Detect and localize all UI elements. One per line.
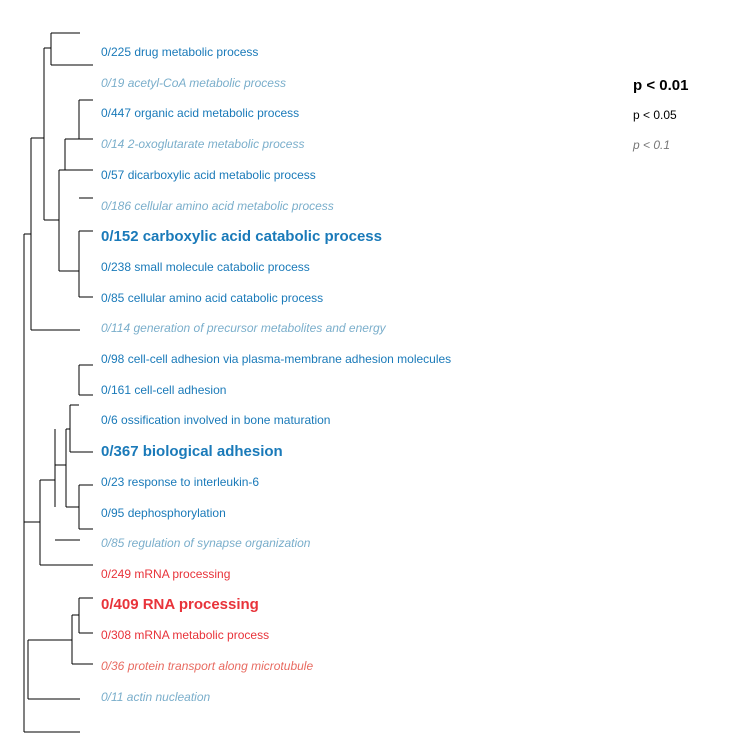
go-term-label: 0/14 2-oxoglutarate metabolic process (101, 137, 305, 152)
dendrogram-branch (64, 138, 93, 171)
dendrogram-branch (78, 99, 93, 140)
dendrogram-branch (27, 639, 80, 700)
go-term-label: 0/114 generation of precursor metabolite… (101, 321, 386, 336)
dendrogram-branch (78, 597, 93, 634)
legend-p001: p < 0.01 (633, 77, 689, 94)
go-term-label: 0/23 response to interleukin-6 (101, 474, 260, 489)
dendrogram-branch (65, 428, 79, 508)
dendrogram-branch (50, 32, 93, 66)
go-term-label: 0/225 drug metabolic process (101, 45, 259, 59)
go-term-label: 0/161 cell-cell adhesion (101, 382, 227, 397)
dendrogram-branch (58, 169, 79, 272)
dendrogram-branch (78, 230, 93, 298)
go-term-label: 0/308 mRNA metabolic process (101, 628, 270, 643)
dendrogram-root (23, 233, 80, 733)
go-term-label: 0/95 dephosphorylation (101, 505, 226, 520)
go-term-label: 0/36 protein transport along microtubule (101, 659, 314, 673)
go-term-label: 0/19 acetyl-CoA metabolic process (101, 75, 286, 90)
go-term-label: 0/409 RNA processing (101, 596, 259, 614)
dendrogram-branch (69, 404, 93, 453)
go-term-label: 0/249 mRNA processing (101, 566, 231, 581)
go-term-label: 0/238 small molecule catabolic process (101, 259, 310, 274)
go-term-label: 0/85 regulation of synapse organization (101, 536, 311, 551)
go-term-label: 0/98 cell-cell adhesion via plasma-membr… (101, 352, 452, 366)
go-term-label: 0/11 actin nucleation (101, 689, 211, 704)
go-term-label: 0/6 ossification involved in bone matura… (101, 413, 331, 428)
dendrogram-branch (78, 484, 93, 530)
legend-p005: p < 0.05 (633, 108, 677, 122)
go-term-label: 0/447 organic acid metabolic process (101, 106, 300, 121)
legend-p01: p < 0.1 (633, 138, 671, 152)
go-term-label: 0/186 cellular amino acid metabolic proc… (101, 198, 334, 213)
go-term-label: 0/152 carboxylic acid catabolic process (101, 227, 382, 245)
dendrogram-branch (43, 47, 59, 221)
dendrogram-branch (71, 614, 93, 665)
dendrogram-branch (78, 364, 93, 396)
go-term-label: 0/57 dicarboxylic acid metabolic process (101, 167, 316, 182)
go-term-label: 0/367 biological adhesion (101, 442, 283, 460)
go-term-label: 0/85 cellular amino acid catabolic proce… (101, 290, 324, 305)
dendrogram-branch (30, 137, 80, 331)
